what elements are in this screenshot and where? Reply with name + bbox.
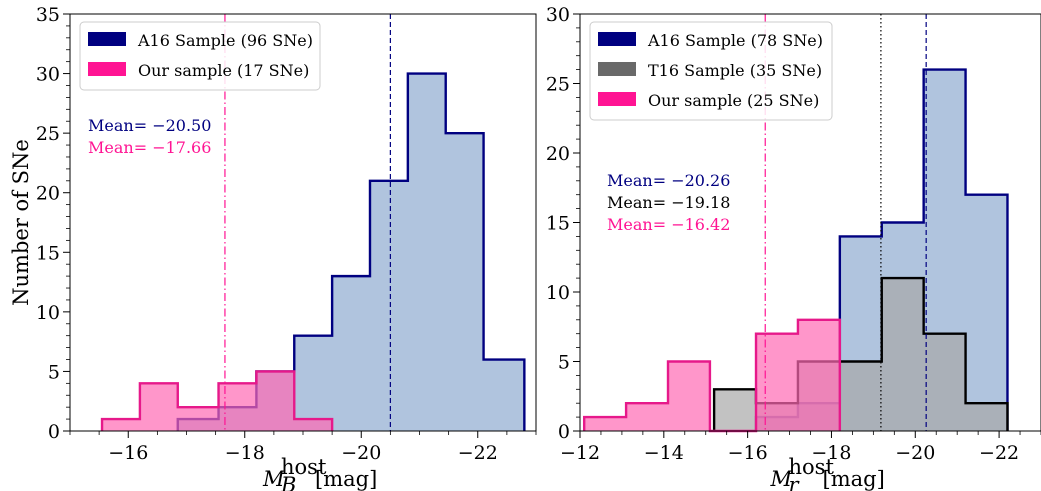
- x-tick-label: −20: [895, 442, 935, 464]
- y-tick-label: 35: [36, 4, 60, 26]
- mean-label-0: Mean= −20.26: [607, 171, 730, 190]
- mean-label-0: Mean= −20.50: [88, 116, 211, 135]
- y-tick-label: 0: [558, 421, 570, 443]
- legend-label-1: T16 Sample (35 SNe): [648, 61, 822, 80]
- y-tick-label: 10: [546, 282, 570, 304]
- y-tick-label: 25: [36, 123, 60, 145]
- legend-label-2: Our sample (25 SNe): [648, 91, 819, 110]
- left-histogram-panel: Mean= −20.50 Mean= −17.66 −16 −18 −20 −22 0 5 10…: [9, 4, 537, 491]
- y-tick-label: 25: [546, 74, 570, 96]
- histogram-outline-1: [100, 370, 334, 431]
- mean-label-2: Mean= −16.42: [607, 215, 730, 234]
- y-tick-label: 5: [558, 352, 570, 374]
- y-axis-label: Number of SNe: [9, 139, 33, 306]
- x-axis-label: M: [262, 467, 285, 491]
- x-tick-label: −18: [811, 442, 851, 464]
- x-tick-label: −16: [108, 442, 148, 464]
- legend-label-0: A16 Sample (78 SNe): [647, 31, 823, 50]
- y-tick-label: 15: [36, 242, 60, 264]
- legend-swatch-0: [598, 32, 636, 46]
- legend-label-1: Our sample (17 SNe): [138, 61, 309, 80]
- y-tick-label: 15: [546, 213, 570, 235]
- x-axis-label-sub: B: [280, 473, 296, 491]
- x-axis-label: M: [770, 467, 793, 491]
- y-tick-label: 0: [48, 421, 60, 443]
- mean-label-1: Mean= −19.18: [607, 193, 730, 212]
- y-tick-label: 20: [546, 143, 570, 165]
- histogram-outline-2: [582, 318, 842, 433]
- y-tick-label: 30: [36, 64, 60, 86]
- histogram-fill-2: [584, 319, 840, 431]
- legend-swatch-0: [88, 32, 126, 46]
- legend-label-0: A16 Sample (96 SNe): [137, 31, 313, 50]
- x-axis-label-unit: [mag]: [823, 467, 885, 491]
- x-axis-label-sup: host: [281, 455, 327, 479]
- histogram-fill-0: [177, 73, 525, 432]
- x-axis-label-sup: host: [789, 455, 835, 479]
- x-tick-label: −22: [458, 442, 498, 464]
- x-tick-label: −16: [728, 442, 768, 464]
- x-tick-label: −22: [979, 442, 1019, 464]
- x-tick-label: −18: [225, 442, 265, 464]
- legend-swatch-1: [598, 62, 636, 76]
- mean-label-1: Mean= −17.66: [88, 138, 211, 157]
- x-axis-label-unit: [mag]: [315, 467, 377, 491]
- legend-box: [589, 21, 833, 121]
- x-tick-label: −20: [341, 442, 381, 464]
- legend-swatch-1: [88, 62, 126, 76]
- legend-swatch-2: [598, 92, 636, 106]
- histogram-fill-1: [102, 371, 333, 431]
- x-tick-label: −12: [560, 442, 600, 464]
- right-histogram-panel: Mean= −20.26 Mean= −19.18 Mean= −16.42 −12 −…: [546, 4, 1041, 491]
- x-tick-label: −14: [644, 442, 684, 464]
- y-tick-label: 20: [36, 183, 60, 205]
- y-tick-label: 10: [36, 302, 60, 324]
- histogram-fill-1: [714, 278, 1008, 431]
- y-tick-label: 5: [48, 361, 60, 383]
- legend-box: [79, 21, 321, 91]
- y-tick-label: 30: [546, 4, 570, 26]
- x-axis-label-sub: r: [789, 473, 801, 491]
